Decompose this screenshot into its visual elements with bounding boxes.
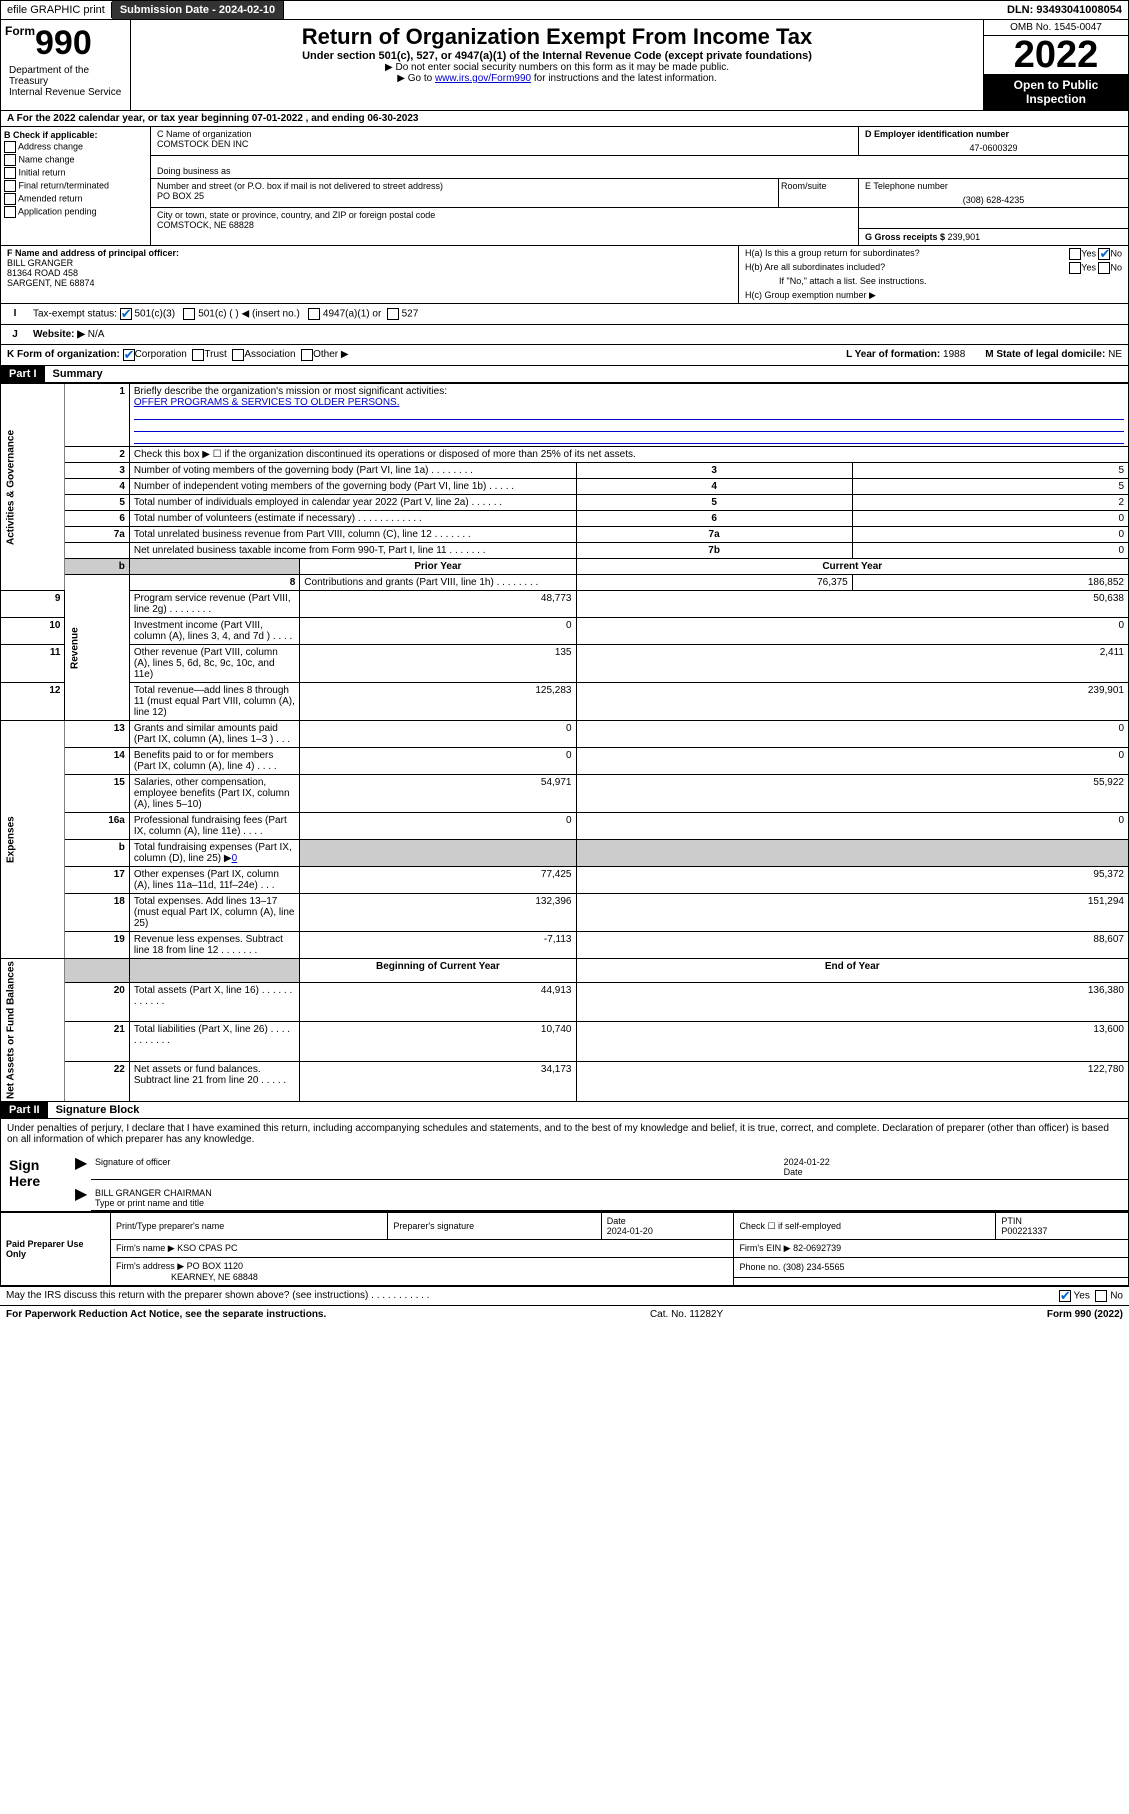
irs-link[interactable]: www.irs.gov/Form990 <box>435 73 531 84</box>
dept-treasury: Department of the Treasury Internal Reve… <box>5 63 126 100</box>
discuss-yes-check[interactable] <box>1059 1290 1071 1302</box>
side-revenue: Revenue <box>65 575 129 721</box>
row-f-h: F Name and address of principal officer:… <box>0 246 1129 304</box>
box-h: H(a) Is this a group return for subordin… <box>738 246 1128 303</box>
dba-row: Doing business as <box>151 156 1128 179</box>
h-a-no-check[interactable] <box>1098 248 1110 260</box>
form-subtitle: Under section 501(c), 527, or 4947(a)(1)… <box>135 50 979 62</box>
top-bar: efile GRAPHIC print Submission Date - 20… <box>0 0 1129 20</box>
side-expenses: Expenses <box>1 721 65 959</box>
dln: DLN: 93493041008054 <box>1001 2 1128 18</box>
mission-text: OFFER PROGRAMS & SERVICES TO OLDER PERSO… <box>134 397 1124 408</box>
arrow-icon: ▶ <box>75 1184 87 1204</box>
part2-header: Part II Signature Block <box>0 1102 1129 1119</box>
open-public-badge: Open to Public Inspection <box>984 74 1128 110</box>
submission-date: Submission Date - 2024-02-10 <box>112 1 284 19</box>
tax-year: 2022 <box>984 36 1128 74</box>
name-change-check[interactable]: Name change <box>4 154 147 166</box>
addr-change-check[interactable]: Address change <box>4 141 147 153</box>
side-governance: Activities & Governance <box>1 384 65 591</box>
form-990-logo: Form990 <box>5 24 126 63</box>
side-net-assets: Net Assets or Fund Balances <box>1 959 65 1102</box>
row-j: J Website: ▶ N/A <box>0 325 1129 345</box>
ssn-note: ▶ Do not enter social security numbers o… <box>135 62 979 73</box>
row-i: I Tax-exempt status: 501(c)(3) 501(c) ( … <box>0 304 1129 325</box>
amended-return-check[interactable]: Amended return <box>4 193 147 205</box>
app-pending-check[interactable]: Application pending <box>4 206 147 218</box>
street-address: Number and street (or P.O. box if mail i… <box>151 179 778 207</box>
block-b-thru-g: B Check if applicable: Address change Na… <box>0 127 1129 246</box>
box-b: B Check if applicable: Address change Na… <box>1 127 151 245</box>
part1-header: Part I Summary <box>0 366 1129 383</box>
paid-preparer-label: Paid Preparer Use Only <box>1 1213 111 1286</box>
form-header: Form990 Department of the Treasury Inter… <box>0 20 1129 111</box>
final-return-check[interactable]: Final return/terminated <box>4 180 147 192</box>
box-f-officer: F Name and address of principal officer:… <box>1 246 738 303</box>
goto-note: ▶ Go to www.irs.gov/Form990 for instruct… <box>135 73 979 84</box>
box-d-ein: D Employer identification number 47-0600… <box>858 127 1128 155</box>
box-e-phone: E Telephone number (308) 628-4235 <box>858 179 1128 207</box>
city-state-zip: City or town, state or province, country… <box>151 208 858 245</box>
box-g: G Gross receipts $ 239,901 <box>858 208 1128 245</box>
discuss-row: May the IRS discuss this return with the… <box>0 1286 1129 1305</box>
501c3-check[interactable] <box>120 308 132 320</box>
footer-row: For Paperwork Reduction Act Notice, see … <box>0 1305 1129 1323</box>
sign-here-label: Sign Here <box>1 1149 71 1211</box>
summary-table: Activities & Governance 1 Briefly descri… <box>0 383 1129 1102</box>
initial-return-check[interactable]: Initial return <box>4 167 147 179</box>
box-c-name: C Name of organization COMSTOCK DEN INC <box>151 127 858 155</box>
corp-check[interactable] <box>123 349 135 361</box>
form-title: Return of Organization Exempt From Incom… <box>135 24 979 50</box>
efile-label: efile GRAPHIC print <box>1 2 112 18</box>
signature-block: Under penalties of perjury, I declare th… <box>0 1119 1129 1212</box>
period-row: A For the 2022 calendar year, or tax yea… <box>0 111 1129 127</box>
row-k: K Form of organization: Corporation Trus… <box>0 345 1129 366</box>
paid-preparer-table: Paid Preparer Use Only Print/Type prepar… <box>0 1212 1129 1286</box>
room-suite: Room/suite <box>778 179 858 207</box>
arrow-icon: ▶ <box>75 1153 87 1173</box>
